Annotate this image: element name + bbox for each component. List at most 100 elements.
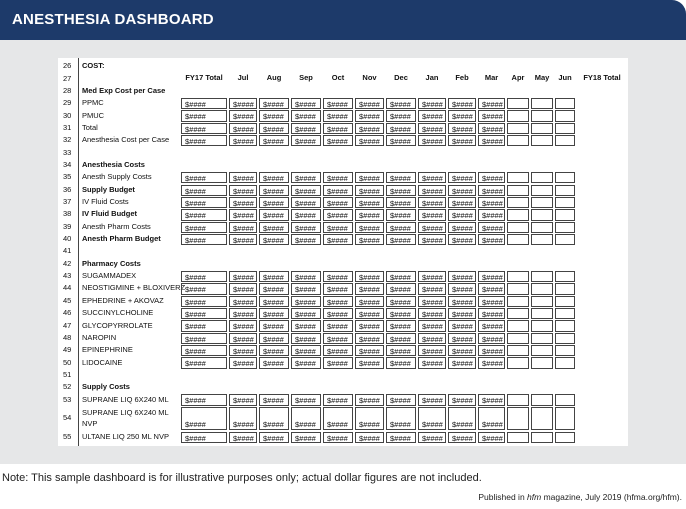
empty-cell: [531, 184, 553, 196]
value-cell: $####: [291, 308, 321, 320]
value-cell: $####: [291, 221, 321, 233]
value-cell: $####: [448, 332, 476, 345]
value-cell: $####: [448, 172, 476, 184]
empty-cell: [531, 110, 553, 122]
value-cell: $####: [478, 394, 505, 406]
empty-cell: [555, 345, 575, 357]
value-cell: $####: [418, 308, 446, 320]
value-cell: $####: [448, 270, 476, 283]
empty-cell: [555, 394, 575, 406]
value-cell: $####: [259, 332, 289, 345]
row-label: Anesthesia Costs: [82, 159, 145, 169]
empty-cell: [531, 345, 553, 357]
value-cell: $####: [229, 270, 257, 283]
empty-cell: [531, 308, 553, 320]
value-cell: $####: [355, 406, 384, 431]
value-cell: $####: [418, 184, 446, 196]
row-label: Anesth Pharm Costs: [82, 221, 151, 231]
value-cell: $####: [229, 283, 257, 295]
empty-cell: [507, 270, 529, 283]
value-cell: $####: [355, 394, 384, 406]
value-cell: $####: [418, 122, 446, 135]
value-cell: $####: [229, 320, 257, 332]
value-cell: $####: [229, 184, 257, 196]
value-cell: $####: [323, 135, 353, 147]
value-cell: $####: [448, 196, 476, 209]
value-cell: $####: [355, 431, 384, 443]
empty-cell: [531, 196, 553, 209]
value-cell: $####: [478, 332, 505, 345]
empty-cell: [507, 308, 529, 320]
empty-cell: [531, 122, 553, 135]
value-cell: $####: [291, 394, 321, 406]
value-cell: $####: [355, 320, 384, 332]
empty-cell: [555, 110, 575, 122]
empty-cell: [531, 394, 553, 406]
value-cell: $####: [291, 270, 321, 283]
empty-cell: [555, 295, 575, 307]
value-cell: $####: [478, 357, 505, 369]
row-label: EPINEPHRINE: [82, 345, 133, 355]
value-cell: $####: [323, 394, 353, 406]
value-cell: $####: [291, 406, 321, 431]
value-cell: $####: [181, 98, 227, 110]
row-number: 39: [63, 221, 72, 231]
value-cell: $####: [229, 308, 257, 320]
row-label: NAROPIN: [82, 332, 117, 342]
row-number: 48: [63, 332, 72, 342]
value-cell: $####: [355, 209, 384, 221]
empty-cell: [507, 320, 529, 332]
value-cell: $####: [386, 184, 416, 196]
row-number: 28: [63, 85, 72, 95]
row-divider: [78, 58, 79, 446]
value-cell: $####: [229, 295, 257, 307]
empty-cell: [531, 233, 553, 246]
row-number: 46: [63, 308, 72, 318]
value-cell: $####: [448, 431, 476, 443]
empty-cell: [507, 357, 529, 369]
empty-cell: [555, 270, 575, 283]
value-cell: $####: [386, 345, 416, 357]
column-header: May: [534, 73, 550, 83]
row-label: Pharmacy Costs: [82, 258, 141, 268]
value-cell: $####: [478, 122, 505, 135]
value-cell: $####: [259, 196, 289, 209]
value-cell: $####: [418, 394, 446, 406]
value-cell: $####: [291, 122, 321, 135]
empty-cell: [555, 221, 575, 233]
empty-cell: [555, 406, 575, 431]
value-cell: $####: [323, 320, 353, 332]
value-cell: $####: [386, 209, 416, 221]
empty-cell: [531, 98, 553, 110]
value-cell: $####: [448, 406, 476, 431]
value-cell: $####: [229, 98, 257, 110]
value-cell: $####: [259, 320, 289, 332]
row-label: NEOSTIGMINE + BLOXIVERZ: [82, 283, 186, 293]
value-cell: $####: [229, 357, 257, 369]
row-label: IV Fluid Budget: [82, 209, 137, 219]
header-bar: ANESTHESIA DASHBOARD: [0, 0, 686, 40]
value-cell: $####: [181, 135, 227, 147]
value-cell: $####: [181, 357, 227, 369]
value-cell: $####: [181, 332, 227, 345]
value-cell: $####: [386, 308, 416, 320]
value-cell: $####: [448, 221, 476, 233]
column-header: Feb: [455, 73, 469, 83]
value-cell: $####: [386, 196, 416, 209]
row-number: 44: [63, 283, 72, 293]
value-cell: $####: [181, 184, 227, 196]
value-cell: $####: [259, 209, 289, 221]
value-cell: $####: [181, 320, 227, 332]
value-cell: $####: [291, 431, 321, 443]
row-number: 36: [63, 184, 72, 194]
value-cell: $####: [181, 308, 227, 320]
row-number: 32: [63, 135, 72, 145]
credit-text: magazine, July 2019 (hfma.org/hfm).: [541, 492, 682, 502]
value-cell: $####: [386, 233, 416, 246]
row-number: 42: [63, 258, 72, 268]
empty-cell: [531, 332, 553, 345]
column-header: Dec: [394, 73, 408, 83]
value-cell: $####: [386, 357, 416, 369]
value-cell: $####: [418, 135, 446, 147]
credit-magazine: hfm: [527, 492, 542, 502]
